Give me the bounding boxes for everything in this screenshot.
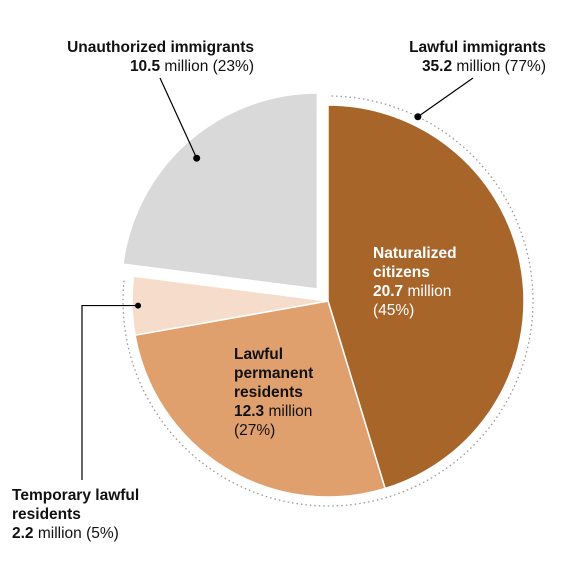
label-nat-value: 20.7 (373, 283, 404, 300)
label-nat-pct: (45%) (373, 302, 415, 319)
label-nat-line2: citizens (373, 264, 430, 281)
leader-line-unauthorized (159, 77, 198, 159)
label-lpr-line1: Lawful (234, 346, 284, 363)
pie-slice-lawful-permanent-residents (134, 300, 387, 498)
label-naturalized-citizens: Naturalized citizens 20.7 million (45%) (373, 244, 543, 320)
label-lawful-rest: million (77%) (452, 58, 546, 75)
label-lawful-value: 35.2 (421, 58, 453, 75)
leader-dot-unauthorized (193, 154, 201, 162)
pie-slices (122, 92, 525, 498)
label-nat-unit: million (403, 283, 452, 300)
pie-slice-naturalized-citizens (327, 104, 525, 490)
label-temp-value: 2.2 (12, 525, 34, 542)
pie-slice-unauthorized-immigrants (122, 92, 319, 290)
pie-decor (81, 77, 534, 507)
label-lpr-unit: million (264, 403, 313, 420)
leader-line-lawful (417, 77, 474, 118)
label-temp-line1: Temporary lawful (12, 487, 140, 504)
label-unauthorized-title: Unauthorized immigrants (67, 39, 254, 56)
lawful-group-dotted-arc (122, 95, 534, 507)
label-lawful-title: Lawful immigrants (409, 39, 546, 56)
leader-line-temporary (81, 304, 139, 480)
label-unauthorized-value: 10.5 (129, 58, 161, 75)
label-lawful-immigrants: Lawful immigrants 35.2 million (77%) (306, 38, 546, 76)
label-lpr-pct: (27%) (234, 422, 276, 439)
leader-dot-lawful (414, 113, 422, 121)
label-temp-rest: million (5%) (33, 525, 119, 542)
label-unauthorized-rest: million (23%) (160, 58, 254, 75)
leader-dot-temporary (135, 302, 142, 309)
label-temp-line2: residents (12, 506, 81, 523)
label-lpr-value: 12.3 (234, 403, 265, 420)
label-lpr-line2: permanent (234, 365, 314, 382)
label-unauthorized-immigrants: Unauthorized immigrants 10.5 million (23… (0, 38, 254, 76)
label-lpr-line3: residents (234, 384, 303, 401)
label-lawful-permanent-residents: Lawful permanent residents 12.3 million … (234, 345, 394, 440)
label-temporary-lawful-residents: Temporary lawful residents 2.2 million (… (12, 486, 232, 543)
label-nat-line1: Naturalized (373, 245, 457, 262)
